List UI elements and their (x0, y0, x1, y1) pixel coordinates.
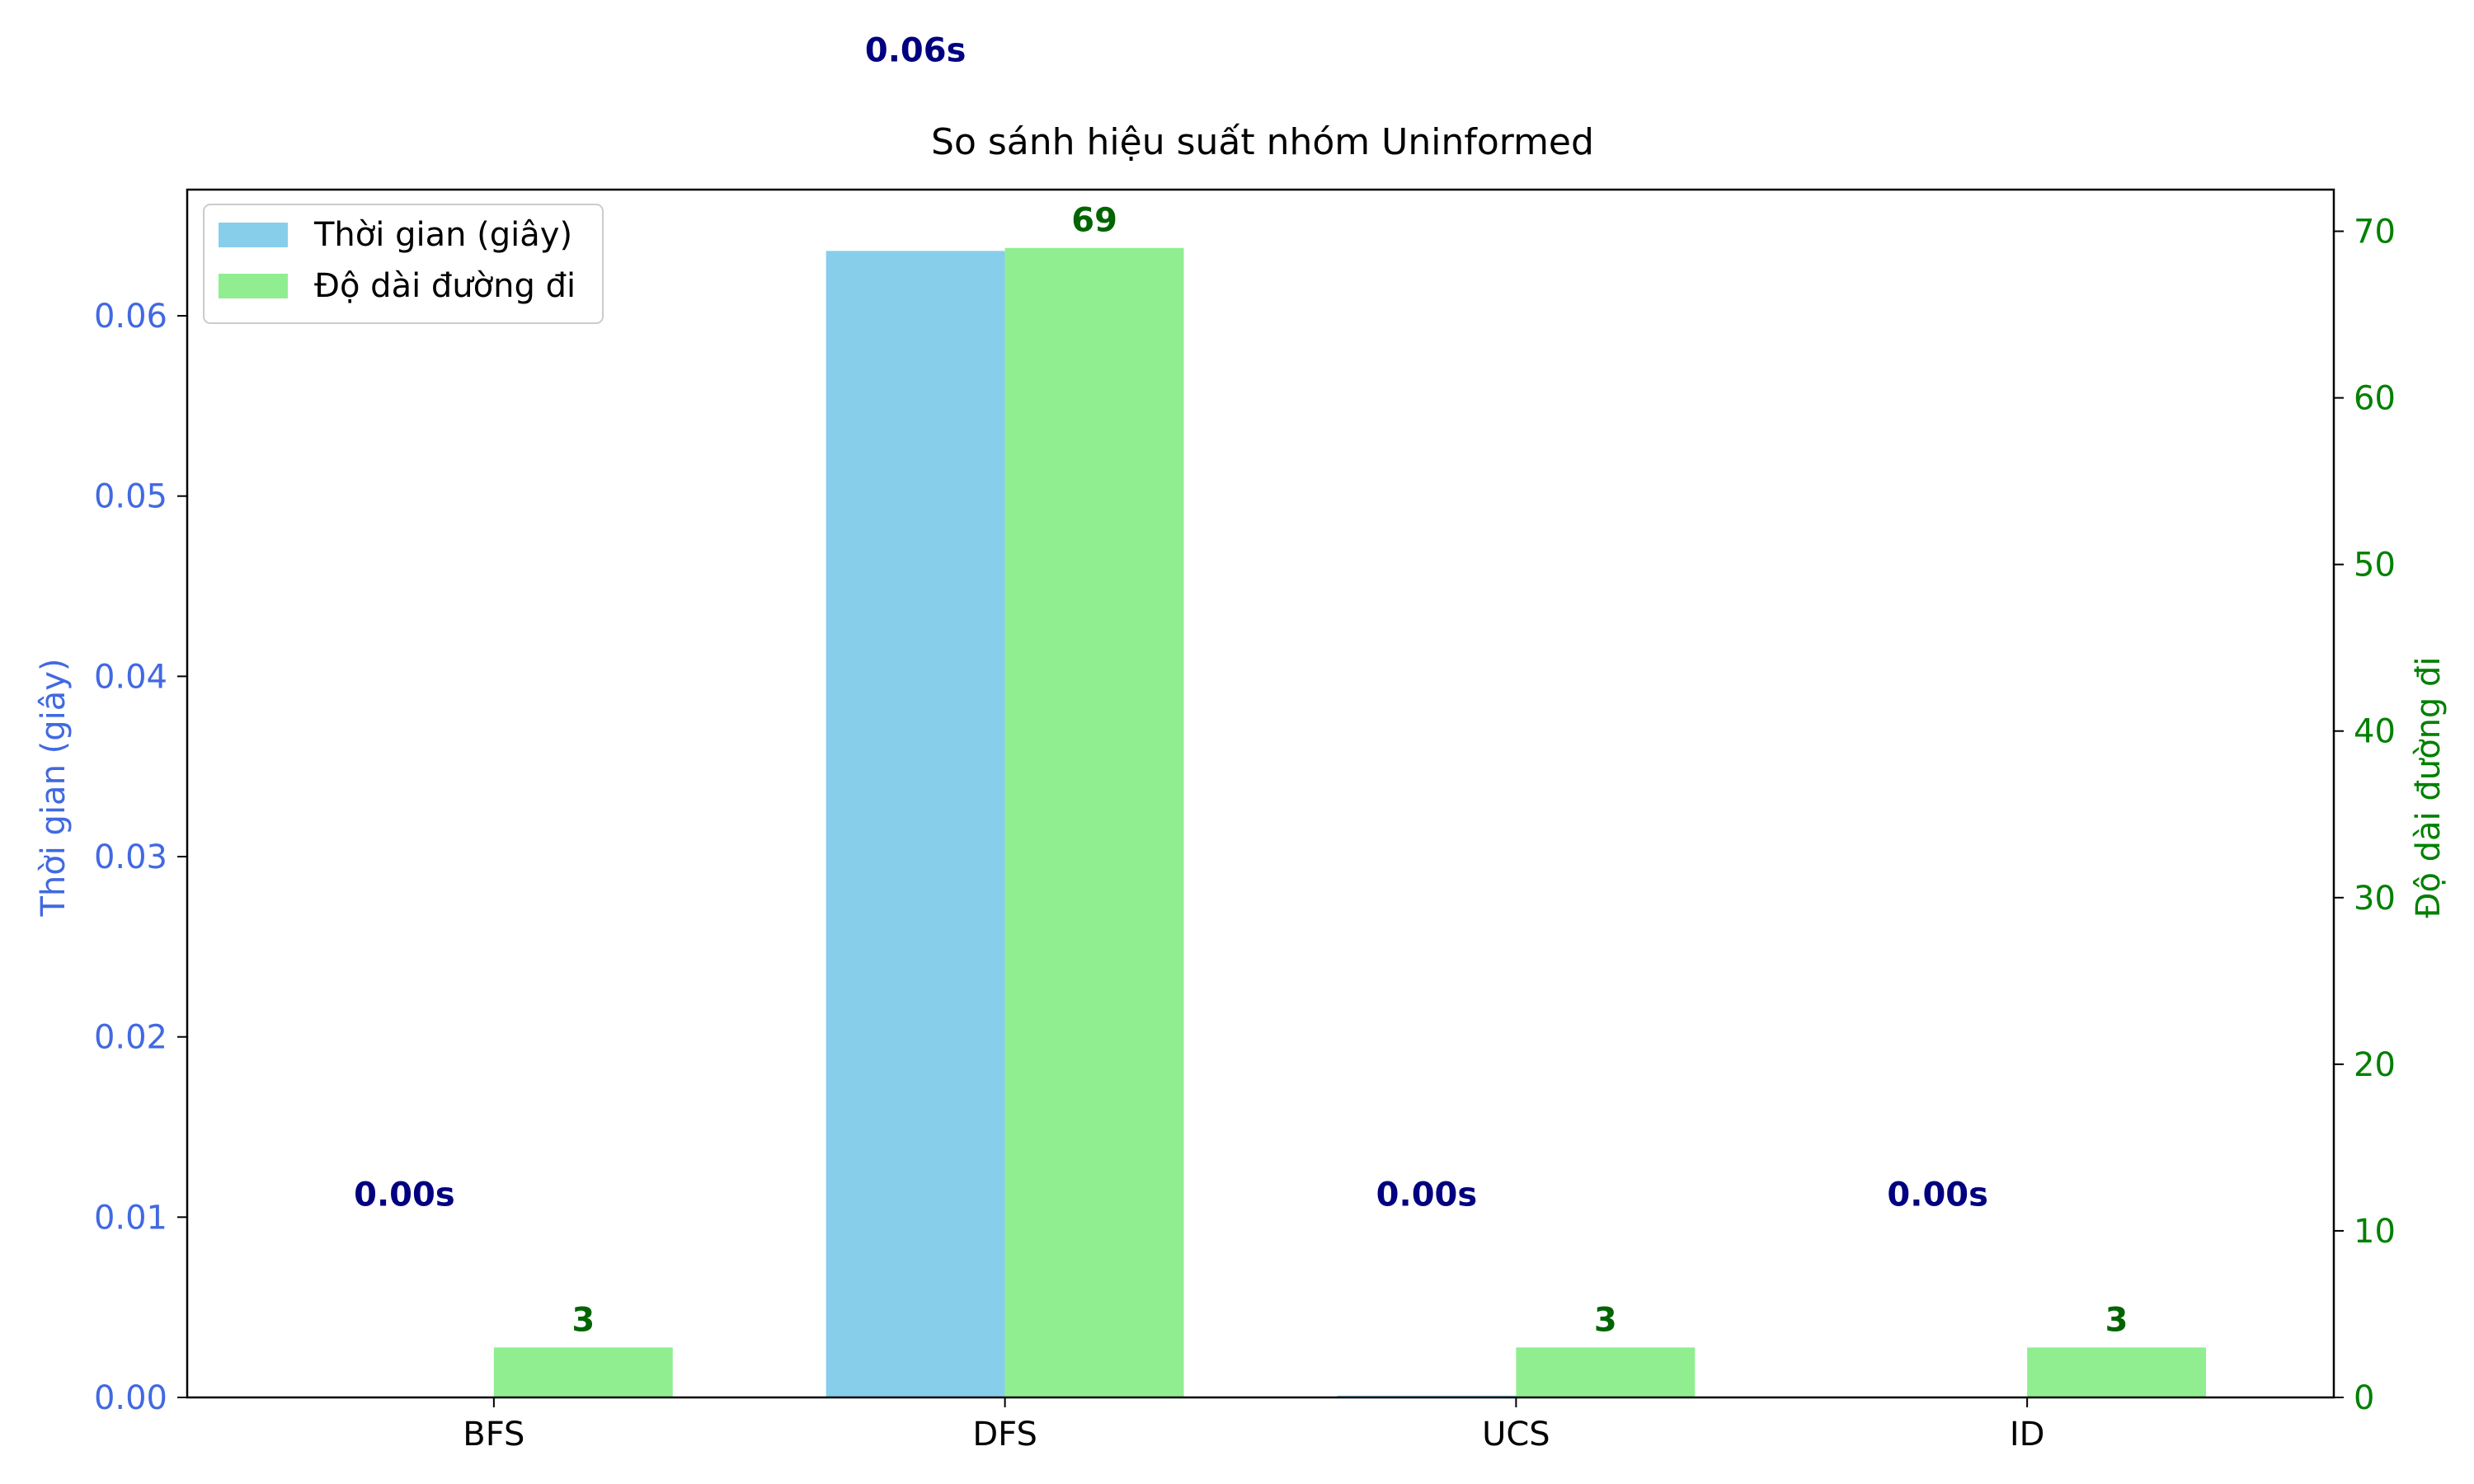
chart-title: So sánh hiệu suất nhóm Uninformed (931, 121, 1594, 163)
y-right-tick-label: 50 (2354, 547, 2396, 585)
y-right-tick-label: 30 (2354, 880, 2396, 918)
plot-frame (186, 188, 2335, 1399)
data-label-time-dfs: 0.06s (865, 31, 967, 69)
y-right-tick-label: 70 (2354, 214, 2396, 251)
y-left-tick-label: 0.06 (94, 298, 167, 336)
data-label-path-length-id: 3 (2105, 1301, 2128, 1339)
bar-time-dfs (825, 251, 1005, 1398)
y-left-tick-label: 0.00 (94, 1379, 167, 1417)
legend-swatch-path-length (219, 274, 288, 298)
axes-layer: BFS DFS UCS ID 0.00 0.01 0.02 0.03 0.04 0.05 0.06 0… (94, 188, 2396, 1453)
x-tick-label-bfs: BFS (463, 1416, 524, 1453)
y-right-tick-label: 10 (2354, 1213, 2396, 1251)
bar-labels-layer: 0.00s 3 0.06s 69 0.00s 3 0.00s 3 (354, 31, 2128, 1339)
x-tick-label-ucs: UCS (1482, 1416, 1550, 1453)
y-axis-right-label: Độ dài đường đi (2410, 656, 2448, 918)
x-tick-label-dfs: DFS (972, 1416, 1037, 1453)
bar-path-length-ucs (1516, 1347, 1696, 1397)
y-left-tick-label: 0.04 (94, 658, 167, 696)
bar-path-length-id (2027, 1347, 2207, 1397)
data-label-path-length-ucs: 3 (1594, 1301, 1617, 1339)
data-label-path-length-dfs: 69 (1071, 202, 1117, 240)
data-label-time-bfs: 0.00s (354, 1176, 455, 1214)
legend-box (203, 204, 604, 324)
legend: Thời gian (giây) Độ dài đường đi (203, 204, 604, 324)
bar-path-length-bfs (493, 1347, 673, 1397)
legend-swatch-time (219, 223, 288, 247)
data-label-time-id: 0.00s (1887, 1176, 1988, 1214)
y-right-tick-label: 40 (2354, 713, 2396, 751)
y-left-tick-label: 0.05 (94, 478, 167, 516)
y-right-tick-label: 60 (2354, 380, 2396, 418)
y-left-tick-label: 0.03 (94, 838, 167, 876)
legend-label-time: Thời gian (giây) (313, 216, 572, 254)
legend-label-path-length: Độ dài đường đi (314, 267, 576, 305)
y-right-tick-label: 20 (2354, 1046, 2396, 1084)
bar-path-length-dfs (1004, 247, 1184, 1398)
data-label-time-ucs: 0.00s (1376, 1176, 1478, 1214)
y-left-tick-label: 0.01 (94, 1199, 167, 1237)
y-axis-left-label: Thời gian (giây) (35, 658, 73, 917)
y-left-tick-label: 0.02 (94, 1019, 167, 1057)
y-right-tick-label: 0 (2354, 1379, 2374, 1417)
x-tick-label-id: ID (2010, 1416, 2045, 1453)
data-label-path-length-bfs: 3 (571, 1301, 595, 1339)
